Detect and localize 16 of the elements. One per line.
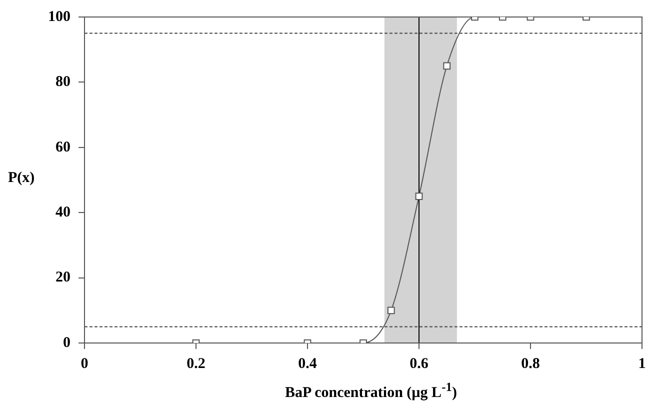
x-axis-title: BaP concentration (µg L$^{-1}$) <box>284 380 458 402</box>
y-tick-label: 100 <box>48 8 70 25</box>
y-tick-label: 0 <box>63 334 70 351</box>
x-tick-label: 0.2 <box>186 356 206 372</box>
x-tick-label: 0.6 <box>410 356 429 372</box>
x-tick-label: 0.4 <box>298 356 318 372</box>
y-tick-label: 20 <box>56 270 70 286</box>
y-tick-label: 40 <box>56 204 70 220</box>
point <box>415 192 423 200</box>
x-tick-label: 1 <box>638 356 646 372</box>
point <box>443 62 451 70</box>
y-tick-label: 60 <box>56 139 70 156</box>
x-tick-label: 0 <box>80 356 88 372</box>
x-tick-label: 0.8 <box>521 356 540 372</box>
y-tick-label: 80 <box>56 74 70 90</box>
y-axis-title: P(x) <box>8 170 35 187</box>
